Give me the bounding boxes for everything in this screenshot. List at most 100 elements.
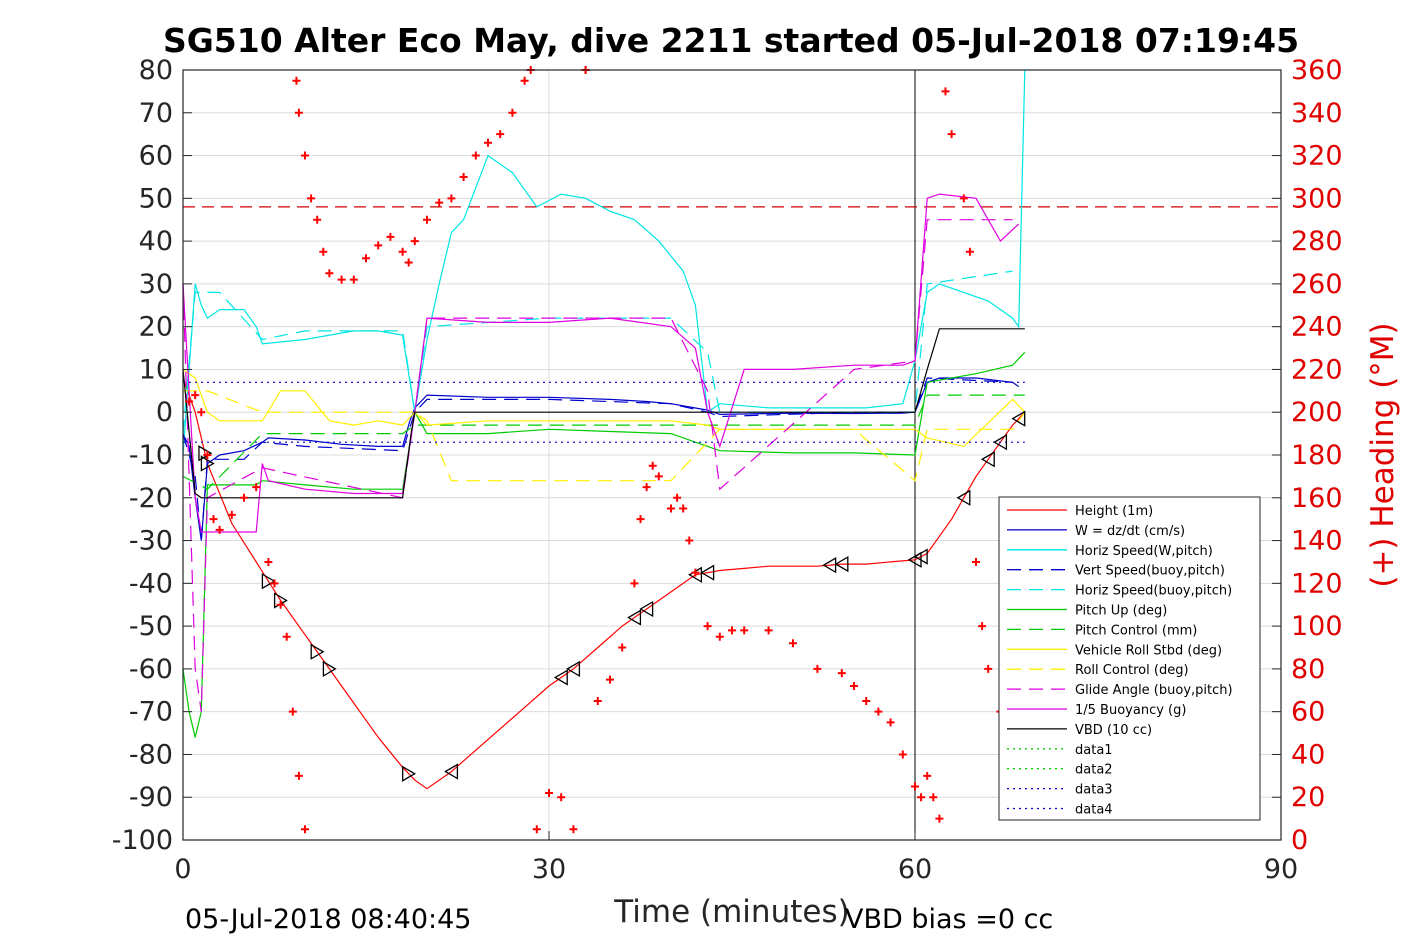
direction-marker bbox=[913, 548, 928, 565]
y-tick-label: 50 bbox=[139, 183, 173, 214]
y-right-tick-label: 0 bbox=[1291, 825, 1308, 856]
heading-point bbox=[362, 254, 370, 263]
legend-box bbox=[998, 496, 1261, 821]
heading-point bbox=[642, 483, 651, 492]
y-tick-label: -60 bbox=[129, 654, 173, 685]
heading-point bbox=[264, 557, 273, 566]
heading-point bbox=[471, 151, 480, 160]
heading-point bbox=[301, 151, 309, 160]
heading-point bbox=[520, 76, 529, 85]
direction-marker bbox=[444, 763, 459, 780]
footer-vbd-bias: VBD bias =0 cc bbox=[845, 904, 1053, 935]
x-axis-label: Time (minutes) bbox=[613, 894, 849, 930]
y-tick-label: -100 bbox=[112, 825, 173, 856]
series-line-4 bbox=[182, 270, 1013, 434]
y-right-tick-label: 240 bbox=[1291, 312, 1343, 343]
heading-point bbox=[703, 622, 712, 631]
heading-point bbox=[209, 515, 218, 524]
x-tick-label: 90 bbox=[1264, 854, 1298, 885]
heading-point bbox=[325, 269, 334, 278]
y-right-tick-label: 280 bbox=[1291, 226, 1343, 257]
heading-point bbox=[837, 669, 846, 678]
legend-label: data1 bbox=[1075, 743, 1113, 758]
heading-point bbox=[545, 788, 553, 797]
legend-label: data3 bbox=[1075, 783, 1113, 798]
heading-point bbox=[929, 793, 938, 802]
y-right-tick-label: 180 bbox=[1291, 440, 1343, 471]
heading-point bbox=[294, 771, 303, 780]
y-tick-label: 60 bbox=[139, 141, 173, 172]
heading-point bbox=[630, 579, 639, 588]
heading-point bbox=[288, 707, 297, 716]
heading-point bbox=[728, 626, 736, 635]
direction-marker bbox=[956, 489, 971, 506]
y-tick-label: -40 bbox=[129, 568, 173, 599]
y-tick-label: 70 bbox=[139, 98, 173, 129]
direction-marker bbox=[310, 643, 325, 660]
heading-point bbox=[679, 504, 688, 513]
direction-marker bbox=[993, 434, 1008, 451]
heading-point bbox=[917, 793, 926, 802]
heading-point bbox=[398, 247, 407, 256]
x-tick-label: 60 bbox=[898, 854, 932, 885]
right-ticks: 3603403203002802602402202001801601401201… bbox=[1272, 55, 1343, 856]
heading-point bbox=[313, 215, 322, 224]
heading-point bbox=[496, 130, 505, 139]
legend-label: Roll Control (deg) bbox=[1075, 663, 1189, 678]
y-right-tick-label: 300 bbox=[1291, 183, 1343, 214]
x-tick-label: 30 bbox=[532, 854, 566, 885]
left-ticks: 80 70 60 50 40 30 20 10 0 -10 -20 -30 -40 -50 -60 -70 -8… bbox=[112, 55, 192, 856]
heading-point bbox=[404, 258, 413, 267]
heading-point bbox=[410, 237, 419, 246]
heading-point bbox=[813, 664, 822, 673]
heading-point bbox=[307, 194, 316, 203]
footer-timestamp: 05-Jul-2018 08:40:45 bbox=[185, 904, 471, 935]
series-line-8 bbox=[183, 390, 1026, 482]
y-right-tick-label: 200 bbox=[1291, 397, 1343, 428]
heading-point bbox=[282, 632, 291, 641]
heading-point bbox=[270, 579, 279, 588]
heading-point bbox=[423, 215, 431, 224]
legend-label: W = dz/dt (cm/s) bbox=[1075, 524, 1185, 539]
heading-point bbox=[203, 451, 212, 459]
y-right-tick-label: 20 bbox=[1291, 782, 1325, 813]
heading-point bbox=[386, 232, 395, 241]
heading-point bbox=[618, 643, 627, 652]
heading-point bbox=[301, 825, 309, 834]
heading-point bbox=[886, 718, 895, 727]
heading-point bbox=[349, 275, 358, 284]
series-line-9 bbox=[182, 219, 1013, 712]
series-line-11 bbox=[182, 328, 1025, 499]
y-tick-label: -80 bbox=[129, 739, 173, 770]
legend-label: Horiz Speed(W,pitch) bbox=[1075, 544, 1213, 559]
heading-point bbox=[292, 76, 301, 85]
heading-point bbox=[911, 782, 919, 791]
heading-point bbox=[374, 241, 383, 250]
direction-marker bbox=[322, 660, 337, 678]
heading-point bbox=[959, 194, 968, 203]
direction-marker bbox=[402, 765, 416, 782]
direction-marker bbox=[261, 573, 276, 590]
right-axis-label: (+) Heading (°M) bbox=[1365, 322, 1401, 587]
heading-point bbox=[276, 600, 285, 609]
y-right-tick-label: 100 bbox=[1291, 611, 1343, 642]
direction-marker bbox=[980, 451, 995, 468]
heading-point bbox=[569, 825, 578, 834]
heading-point bbox=[252, 483, 261, 492]
heading-point bbox=[484, 138, 492, 147]
direction-marker bbox=[639, 600, 654, 618]
direction-marker bbox=[822, 557, 837, 574]
heading-point bbox=[764, 626, 773, 635]
y-tick-label: 0 bbox=[156, 397, 173, 428]
heading-point bbox=[984, 664, 993, 673]
series-line-7 bbox=[182, 368, 1026, 448]
legend-label: Glide Angle (buoy,pitch) bbox=[1075, 683, 1233, 698]
heading-point bbox=[673, 493, 682, 502]
y-right-tick-label: 320 bbox=[1291, 141, 1343, 172]
heading-point bbox=[240, 493, 248, 502]
y-right-tick-label: 40 bbox=[1291, 739, 1325, 770]
heading-point bbox=[294, 108, 303, 117]
direction-marker bbox=[566, 660, 581, 678]
direction-marker bbox=[627, 609, 642, 626]
heading-point bbox=[185, 397, 194, 406]
